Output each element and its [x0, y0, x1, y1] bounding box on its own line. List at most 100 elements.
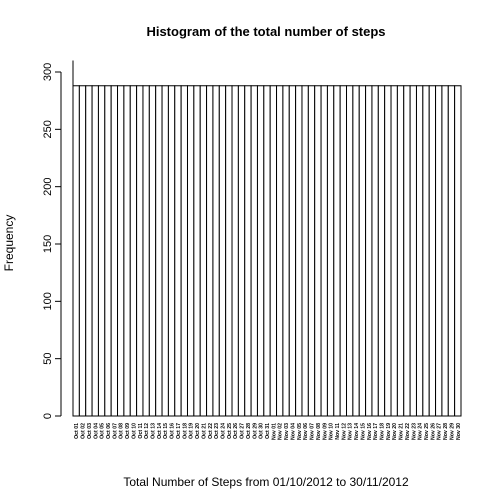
x-tick-label: Oct 07 — [112, 423, 118, 439]
bar — [454, 85, 462, 417]
bar — [441, 85, 449, 417]
x-tick-label: Nov 16 — [367, 423, 373, 440]
x-tick-label: Nov 11 — [335, 423, 341, 440]
x-tick-label: Nov 19 — [386, 423, 392, 440]
bar — [129, 85, 138, 417]
x-tick-label: Oct 18 — [182, 423, 188, 439]
y-tick-label: 150 — [42, 235, 54, 253]
bar — [352, 85, 360, 417]
x-tick-label: Oct 20 — [195, 423, 201, 439]
bar — [91, 85, 99, 417]
bar — [428, 85, 437, 417]
x-tick-label: Oct 16 — [170, 423, 176, 439]
bar — [282, 85, 290, 417]
bar — [377, 85, 386, 417]
x-tick-label: Nov 08 — [316, 423, 322, 440]
y-tick-label: 300 — [42, 63, 54, 81]
bar — [422, 85, 430, 417]
bar — [218, 85, 227, 417]
x-tick-label: Nov 13 — [348, 423, 354, 440]
x-tick-label: Nov 15 — [360, 423, 366, 440]
x-tick-label: Oct 04 — [93, 423, 99, 439]
x-tick-label: Oct 08 — [119, 423, 125, 439]
x-tick-label: Nov 26 — [430, 423, 436, 440]
bars-group — [72, 60, 462, 417]
bar — [250, 85, 258, 417]
bar — [110, 85, 119, 417]
bar — [167, 85, 176, 417]
bar — [390, 85, 398, 417]
bar — [85, 85, 93, 417]
y-tick-label: 0 — [42, 413, 54, 419]
bar — [447, 85, 456, 417]
x-tick-label: Nov 23 — [411, 423, 417, 440]
bar — [295, 85, 303, 417]
x-tick-label: Oct 25 — [227, 423, 233, 439]
x-tick-labels: Oct 01 Oct 02 Oct 03 Oct 04 Oct 05 Oct 06 Oct … — [74, 423, 462, 440]
bar — [333, 85, 341, 417]
bar — [346, 85, 354, 417]
x-tick-label: Nov 14 — [354, 423, 360, 440]
bar — [231, 85, 239, 417]
bar — [365, 85, 373, 417]
x-tick-label: Nov 27 — [437, 423, 443, 440]
x-tick-label: Oct 27 — [240, 423, 246, 439]
x-tick-label: Nov 05 — [297, 423, 303, 440]
bar — [97, 85, 106, 417]
x-tick-label: Oct 15 — [163, 423, 169, 439]
x-tick-label: Nov 28 — [443, 423, 449, 440]
x-tick-label: Nov 12 — [341, 423, 347, 440]
x-tick-label: Oct 21 — [201, 423, 207, 439]
bar — [371, 85, 379, 417]
x-tick-label: Oct 30 — [259, 423, 265, 439]
y-tick-label: 250 — [42, 120, 54, 138]
bar — [161, 85, 169, 417]
x-tick-label: Oct 01 — [74, 423, 80, 439]
bar — [186, 85, 195, 417]
x-tick-label: Oct 14 — [157, 423, 163, 439]
bar — [174, 85, 182, 417]
bar — [142, 85, 150, 417]
x-tick-label: Oct 22 — [208, 423, 214, 439]
bar — [199, 85, 208, 417]
bar — [276, 85, 284, 417]
x-tick-label: Oct 05 — [100, 423, 106, 439]
y-tick-label: 50 — [42, 353, 54, 365]
x-tick-label: Oct 26 — [233, 423, 239, 439]
bar — [237, 85, 246, 417]
x-tick-label: Oct 10 — [131, 423, 137, 439]
bar — [339, 85, 348, 417]
y-axis: 0 50 100 150 200 250 300 — [42, 63, 62, 419]
bar — [78, 85, 87, 417]
x-tick-label: Oct 03 — [87, 423, 93, 439]
x-tick-label: Nov 25 — [424, 423, 430, 440]
bar — [415, 85, 424, 417]
bar — [307, 85, 316, 417]
y-tick-label: 100 — [42, 292, 54, 310]
bar — [263, 85, 271, 417]
bar — [244, 85, 252, 417]
x-tick-label: Nov 10 — [329, 423, 335, 440]
x-tick-label: Nov 06 — [303, 423, 309, 440]
y-tick-label: 200 — [42, 177, 54, 195]
bar — [409, 85, 417, 417]
x-tick-label: Nov 07 — [310, 423, 316, 440]
x-tick-label: Oct 19 — [189, 423, 195, 439]
bar — [256, 85, 265, 417]
bar — [136, 85, 144, 417]
x-tick-label: Nov 01 — [271, 423, 277, 440]
bar — [212, 85, 220, 417]
bar — [320, 85, 328, 417]
bar — [358, 85, 367, 417]
x-axis-label: Total Number of Steps from 01/10/2012 to… — [123, 475, 409, 489]
bar — [148, 85, 157, 417]
x-tick-label: Nov 21 — [399, 423, 405, 440]
bar — [269, 85, 278, 417]
x-tick-label: Oct 06 — [106, 423, 112, 439]
bar — [314, 85, 322, 417]
x-tick-label: Oct 13 — [151, 423, 157, 439]
x-tick-label: Nov 04 — [290, 423, 296, 440]
bar — [104, 85, 112, 417]
bar — [155, 85, 163, 417]
